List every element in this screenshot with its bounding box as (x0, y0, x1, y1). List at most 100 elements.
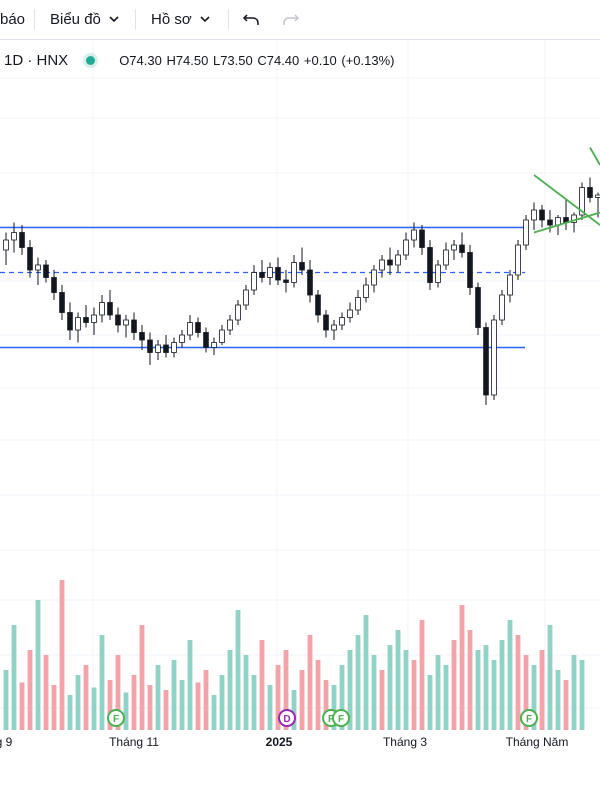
volume-bar (315, 660, 321, 730)
candle-up (451, 244, 457, 251)
candle-up (171, 342, 177, 353)
volume-bar (179, 680, 185, 730)
alert-menu-button[interactable]: báo (0, 0, 25, 39)
profile-menu-button[interactable]: Hồ sơ (151, 0, 210, 39)
candle-up (35, 264, 41, 271)
candle-up (411, 229, 417, 241)
chevron-down-icon (109, 16, 119, 23)
volume-bar (267, 685, 273, 730)
volume-bar (19, 682, 25, 730)
volume-bar (307, 635, 313, 730)
volume-bar (195, 682, 201, 730)
symbol-label[interactable]: 1D · HNX (4, 51, 69, 69)
volume-bar (147, 685, 153, 730)
candle-up (179, 334, 185, 343)
financial-event-marker (520, 709, 538, 727)
volume-bar (539, 650, 545, 730)
volume-bar (371, 655, 377, 730)
candle-down (275, 267, 281, 281)
candle-up (435, 264, 441, 283)
volume-bar (379, 670, 385, 730)
alert-menu-label: báo (0, 11, 26, 28)
candle-up (523, 219, 529, 246)
volume-bar (163, 690, 169, 730)
candle-down (587, 187, 593, 198)
candle-down (115, 314, 121, 326)
dividend-marker (278, 709, 296, 727)
volume-bar (259, 640, 265, 730)
volume-bar (499, 640, 505, 730)
ohlc-values: O74.30 H74.50 L73.50 C74.40 +0.10 (+0.13… (119, 52, 395, 68)
profile-menu-label: Hồ sơ (151, 11, 192, 28)
volume-bar (331, 685, 337, 730)
volume-bar (355, 635, 361, 730)
volume-bar (531, 665, 537, 730)
candle-up (3, 239, 9, 251)
event-marker-letter: F (328, 714, 334, 725)
series-legend: 1D · HNX O74.30 H74.50 L73.50 C74.40 +0.… (0, 44, 600, 76)
candle-down (67, 312, 73, 331)
candle-down (539, 209, 545, 221)
event-marker-letter: D (283, 714, 290, 725)
chevron-down-icon (200, 16, 210, 23)
candle-up (507, 274, 513, 296)
candle-up (371, 269, 377, 286)
volume-bar (75, 675, 81, 730)
volume-bar (555, 670, 561, 730)
candle-up (331, 324, 337, 331)
toolbar-divider (228, 9, 229, 30)
candle-up (531, 209, 537, 221)
candle-down (43, 264, 49, 278)
volume-bar (131, 675, 137, 730)
candle-up (219, 329, 225, 343)
volume-bar (235, 610, 241, 730)
event-marker-letter: F (113, 714, 119, 725)
candle-up (363, 284, 369, 298)
candle-up (291, 262, 297, 283)
volume-bar (491, 660, 497, 730)
x-axis-tick-label: Tháng 3 (383, 735, 427, 749)
financial-event-marker (107, 709, 125, 727)
candle-up (11, 232, 17, 241)
candle-down (259, 272, 265, 278)
x-axis-tick-label: g 9 (0, 735, 13, 749)
candle-down (59, 292, 65, 313)
candle-up (355, 297, 361, 311)
volume-bar (251, 675, 257, 730)
volume-bar (283, 650, 289, 730)
candle-down (483, 327, 489, 396)
chart-menu-button[interactable]: Biểu đồ (50, 0, 119, 39)
candle-up (243, 289, 249, 306)
candle-up (443, 249, 449, 266)
market-status-dot (86, 55, 96, 65)
candle-up (227, 319, 233, 331)
undo-button[interactable] (242, 0, 260, 39)
volume-bar (395, 630, 401, 730)
volume-bar (243, 655, 249, 730)
volume-bar (339, 665, 345, 730)
volume-bar (83, 665, 89, 730)
candle-down (163, 344, 169, 353)
candle-down (107, 302, 113, 316)
candle-down (195, 322, 201, 333)
candle-up (91, 314, 97, 323)
x-axis-tick-label: Tháng 11 (109, 735, 159, 749)
candle-up (339, 317, 345, 326)
volume-bar (467, 630, 473, 730)
candle-down (427, 247, 433, 283)
volume-bar (187, 640, 193, 730)
volume-bar (475, 650, 481, 730)
volume-bar (515, 635, 521, 730)
candle-down (203, 332, 209, 348)
candle-up (251, 272, 257, 291)
volume-bar (347, 650, 353, 730)
volume-bar (43, 655, 49, 730)
volume-bar (155, 665, 161, 730)
redo-button[interactable] (282, 0, 300, 39)
volume-bar (219, 675, 225, 730)
volume-bar (523, 655, 529, 730)
candle-up (491, 319, 497, 396)
volume-bar (123, 692, 129, 730)
candle-down (27, 247, 33, 271)
